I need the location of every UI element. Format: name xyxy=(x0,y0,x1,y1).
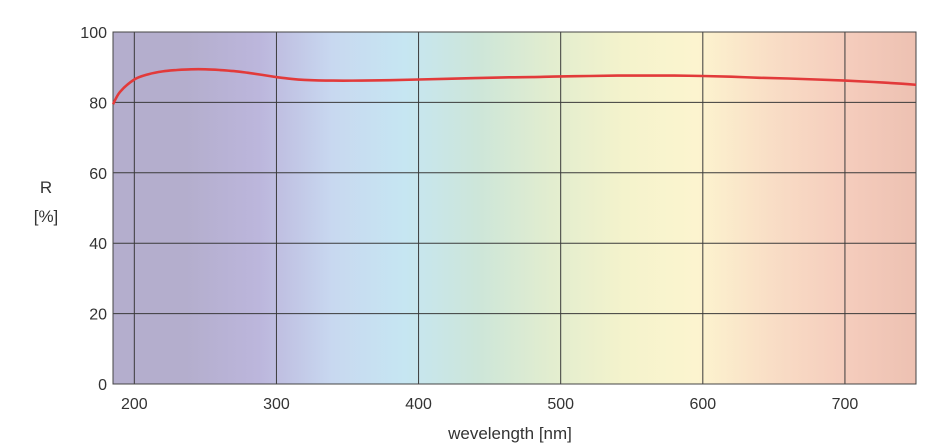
x-tick-label: 500 xyxy=(547,396,574,413)
y-tick-label: 0 xyxy=(98,377,107,394)
x-tick-label: 200 xyxy=(121,396,148,413)
x-axis-label: wevelength [nm] xyxy=(447,424,572,443)
y-tick-label: 60 xyxy=(89,166,107,183)
x-tick-label: 700 xyxy=(832,396,859,413)
y-tick-label: 80 xyxy=(89,95,107,112)
x-tick-label: 400 xyxy=(405,396,432,413)
y-axis-label-line2: [%] xyxy=(34,207,59,226)
y-axis-ticks: 0 20 40 60 80 100 xyxy=(80,25,107,394)
x-tick-label: 300 xyxy=(263,396,290,413)
y-tick-label: 20 xyxy=(89,307,107,324)
x-axis-ticks: 200 300 400 500 600 700 xyxy=(121,396,858,413)
series-lines xyxy=(111,67,917,105)
y-tick-label: 100 xyxy=(80,25,107,42)
y-axis-label-line1: R xyxy=(40,178,52,197)
y-tick-label: 40 xyxy=(89,236,107,253)
plot-area xyxy=(113,32,916,384)
grid-lines xyxy=(113,32,916,384)
series-line-0 xyxy=(111,67,917,105)
x-tick-label: 600 xyxy=(689,396,716,413)
plot-frame xyxy=(112,31,917,385)
